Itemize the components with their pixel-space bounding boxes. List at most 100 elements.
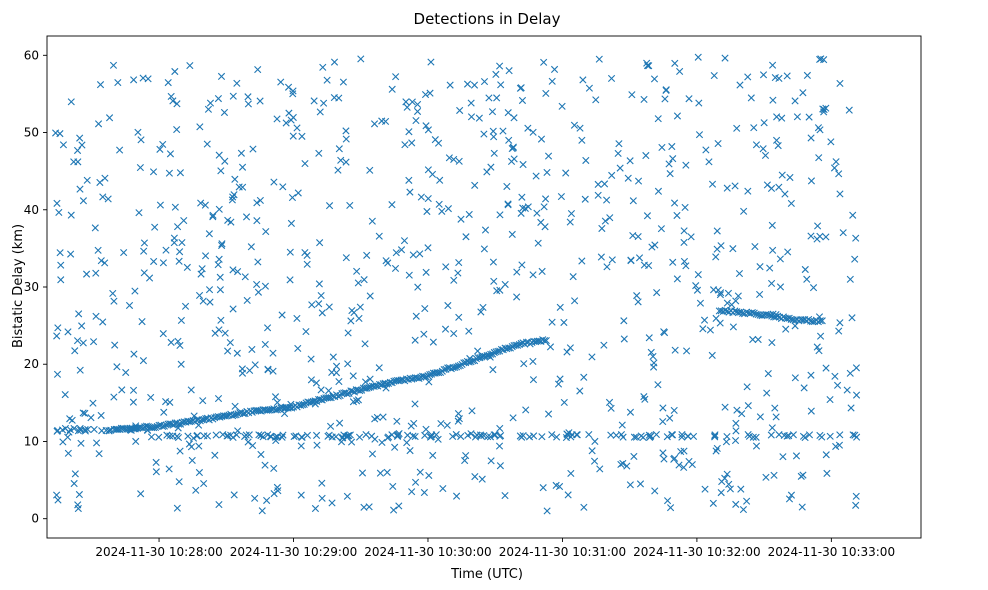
track-point-second [731,307,739,315]
scatter-point [228,196,236,204]
scatter-point [702,146,710,154]
scatter-point-band [647,432,655,440]
scatter-point [229,92,237,100]
scatter-point-band [257,431,265,440]
scatter-point [187,386,195,394]
track-point-second [808,318,817,326]
scatter-point [57,276,65,284]
scatter-point [197,270,205,278]
scatter-point [744,73,752,81]
scatter-point [166,398,174,406]
scatter-point [264,365,272,373]
scatter-point [680,463,688,472]
scatter-point [685,95,693,103]
scatter-point [588,447,596,455]
scatter-point [694,271,702,279]
scatter-point [628,91,636,99]
scatter-point [822,364,830,372]
scatter-point [209,211,217,219]
scatter-point [316,108,324,116]
scatter-point [120,248,128,257]
scatter-point [171,203,179,211]
scatter-point [756,290,764,298]
scatter-point [344,360,352,368]
scatter-point [660,455,668,463]
scatter-point [113,363,121,371]
scatter-point-band [689,432,698,441]
scatter-point [714,139,722,148]
scatter-point [238,163,247,171]
scatter-point [412,116,420,125]
scatter-point [463,80,472,88]
scatter-point [822,233,830,241]
scatter-point [216,286,224,294]
scatter-point [174,337,182,345]
scatter-point [335,94,343,102]
scatter-point [81,409,89,417]
scatter-point [717,289,725,297]
scatter-point [782,325,790,333]
scatter-point [556,375,564,383]
scatter-point-band [486,433,495,441]
scatter-point [136,163,144,172]
scatter-point [54,324,62,332]
scatter-point [835,170,843,178]
scatter-point [518,261,526,269]
scatter-point [723,299,731,307]
scatter-point-band [519,431,527,440]
scatter-point [534,239,542,247]
scatter-point [233,349,241,357]
scatter-point [626,408,635,416]
scatter-point [770,471,778,479]
scatter-point [820,56,828,64]
scatter-point [590,457,599,465]
scatter-point [768,339,776,347]
scatter-point [670,199,679,207]
scatter-point [666,170,674,178]
scatter-point [814,222,822,230]
scatter-point [400,237,409,245]
scatter-point [426,89,434,97]
scatter-point [361,340,369,348]
scatter-point [633,292,641,300]
scatter-point [147,393,155,402]
scatter-point [450,329,458,338]
scatter-point [425,471,433,480]
scatter-point [150,257,158,266]
track-point-main [542,336,550,345]
scatter-point [496,211,504,219]
scatter-point [492,70,500,78]
scatter-point-band [607,431,615,439]
scatter-point [792,452,801,460]
scatter-point-band [290,433,298,441]
scatter-point [294,189,302,197]
scatter-point [756,413,764,421]
scatter-point [852,391,861,399]
scatter-point [201,252,210,260]
scatter-point-band [98,427,106,435]
scatter-point [279,183,287,191]
scatter-point [643,212,652,220]
scatter-point [79,339,87,347]
scatter-point [82,270,91,278]
scatter-point [53,332,61,340]
scatter-point [647,348,655,356]
scatter-point-band [767,431,775,439]
scatter-point [764,370,772,378]
scatter-point [110,393,118,401]
scatter-point [680,227,688,235]
scatter-point [620,317,628,325]
scatter-point [167,92,175,101]
scatter-point [619,459,627,468]
scatter-point [356,303,364,311]
scatter-point [424,126,432,134]
scatter-point [489,258,497,266]
scatter-point [814,124,823,132]
scatter-point [608,171,616,179]
scatter-point [752,141,761,149]
track-point-main [514,341,522,349]
scatter-point [78,322,86,330]
scatter-point [532,172,540,180]
scatter-point [670,406,678,415]
scatter-point [616,164,624,172]
